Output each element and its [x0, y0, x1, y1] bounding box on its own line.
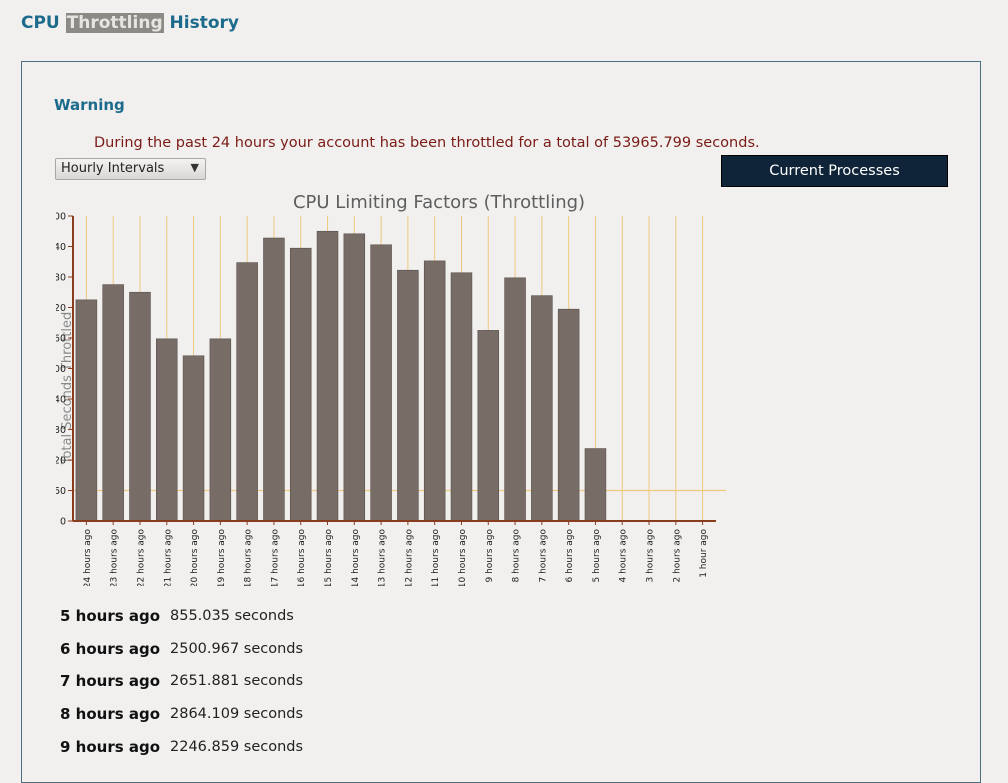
chart-y-tick-label: 720 [56, 456, 66, 467]
chart-bar [289, 247, 312, 522]
chart-bar [584, 448, 607, 522]
chart-x-tick-label: 1 hour ago [699, 529, 709, 578]
chart-x-tick-label: 18 hours ago [244, 529, 254, 586]
chart-x-tick-label: 6 hours ago [565, 529, 575, 583]
chart-bar [557, 308, 580, 522]
chart-x-tick-label: 21 hours ago [163, 529, 173, 586]
chart-y-tick-label: 3240 [56, 242, 66, 253]
result-value: 2864.109 seconds [170, 706, 304, 723]
chart-x-tick-label: 24 hours ago [83, 529, 93, 586]
chart-bar [129, 291, 151, 522]
chart-y-tick-label: 2160 [56, 334, 66, 345]
chart-x-tick-label: 15 hours ago [324, 529, 334, 586]
page-title-prefix: CPU [21, 13, 66, 33]
chart-x-tick-label: 8 hours ago [512, 529, 522, 583]
chart-x-tick-label: 9 hours ago [485, 529, 495, 583]
chart-bar [236, 262, 258, 522]
chart-y-tick-label: 1080 [56, 425, 66, 436]
chart-x-ticks: 24 hours ago 23 hours ago 22 hours ago 21 h… [83, 521, 709, 586]
chart-bar [102, 284, 124, 522]
chart-x-tick-label: 4 hours ago [619, 529, 629, 583]
throttling-chart: CPU Limiting Factors (Throttling) Total … [56, 192, 726, 586]
page-title: CPU Throttling History [21, 13, 239, 33]
page-title-highlight: Throttling [65, 13, 164, 33]
result-label: 6 hours ago [60, 639, 161, 658]
chevron-down-icon: ▼ [190, 161, 199, 174]
chart-x-tick-label: 16 hours ago [297, 529, 307, 586]
result-value: 2651.881 seconds [170, 673, 304, 690]
chart-bars [75, 230, 607, 522]
result-value: 855.035 seconds [170, 608, 294, 625]
result-label: 9 hours ago [60, 737, 161, 756]
chart-x-tick-label: 14 hours ago [351, 529, 361, 586]
chart-bar [343, 233, 366, 522]
chart-x-tick-label: 23 hours ago [110, 529, 120, 586]
chart-y-tick-label: 3600 [56, 212, 66, 223]
result-row: 6 hours ago 2500.967 seconds [60, 633, 303, 666]
chart-x-tick-label: 17 hours ago [270, 529, 280, 586]
result-row: 8 hours ago 2864.109 seconds [60, 698, 303, 731]
chart-y-tick-label: 360 [56, 486, 66, 497]
result-value: 2500.967 seconds [170, 640, 304, 657]
chart-bar [182, 355, 205, 522]
chart-y-tick-label: 2520 [56, 303, 66, 314]
chart-x-tick-label: 3 hours ago [646, 529, 656, 583]
warning-message: During the past 24 hours your account ha… [94, 135, 760, 151]
chart-bar [209, 338, 232, 522]
chart-title: CPU Limiting Factors (Throttling) [293, 192, 585, 213]
chart-bar [156, 338, 178, 522]
chart-bar [477, 330, 500, 522]
chart-x-tick-label: 19 hours ago [217, 529, 227, 586]
chart-bar [263, 237, 285, 522]
chart-x-tick-label: 2 hours ago [672, 529, 682, 583]
chart-x-tick-label: 20 hours ago [190, 529, 200, 586]
result-row: 7 hours ago 2651.881 seconds [60, 665, 303, 698]
chart-x-tick-label: 11 hours ago [431, 529, 441, 586]
chart-bar [370, 244, 392, 522]
current-processes-button[interactable]: Current Processes [721, 155, 948, 187]
page-title-suffix: History [163, 13, 239, 33]
result-label: 8 hours ago [60, 705, 161, 724]
chart-y-tick-label: 1800 [56, 364, 66, 375]
chart-bar [423, 260, 446, 522]
chart-bar [397, 269, 419, 522]
chart-bar [531, 295, 553, 522]
chart-x-tick-label: 5 hours ago [592, 529, 602, 583]
chart-x-tick-label: 22 hours ago [136, 529, 146, 586]
chart-bar [316, 230, 339, 522]
chart-x-tick-label: 13 hours ago [378, 529, 388, 586]
result-row: 5 hours ago 855.035 seconds [60, 600, 303, 633]
chart-y-tick-label: 1440 [56, 395, 66, 406]
interval-select[interactable]: Hourly Intervals ▼ [55, 158, 206, 180]
chart-y-axis-label: Total Seconds Throttled [60, 312, 75, 466]
result-row: 9 hours ago 2246.859 seconds [60, 730, 303, 763]
interval-select-value: Hourly Intervals [61, 161, 165, 176]
chart-bar [450, 272, 473, 522]
warning-heading: Warning [54, 96, 125, 114]
result-label: 7 hours ago [60, 672, 161, 691]
results-list: 5 hours ago 855.035 seconds 6 hours ago 250… [60, 600, 303, 763]
result-value: 2246.859 seconds [170, 738, 304, 755]
chart-y-tick-label: 2880 [56, 273, 66, 284]
chart-x-tick-label: 12 hours ago [404, 529, 414, 586]
chart-y-ticks: 0 360 720 1080 1440 1800 2160 2520 2880 3240 3600 [56, 212, 73, 528]
chart-y-tick-label: 0 [60, 517, 66, 528]
chart-x-tick-label: 7 hours ago [538, 529, 548, 583]
result-label: 5 hours ago [60, 607, 161, 626]
throttling-panel: Warning During the past 24 hours your ac… [21, 61, 981, 783]
chart-bar [504, 277, 526, 522]
chart-bar [75, 299, 98, 522]
chart-x-tick-label: 10 hours ago [458, 529, 468, 586]
